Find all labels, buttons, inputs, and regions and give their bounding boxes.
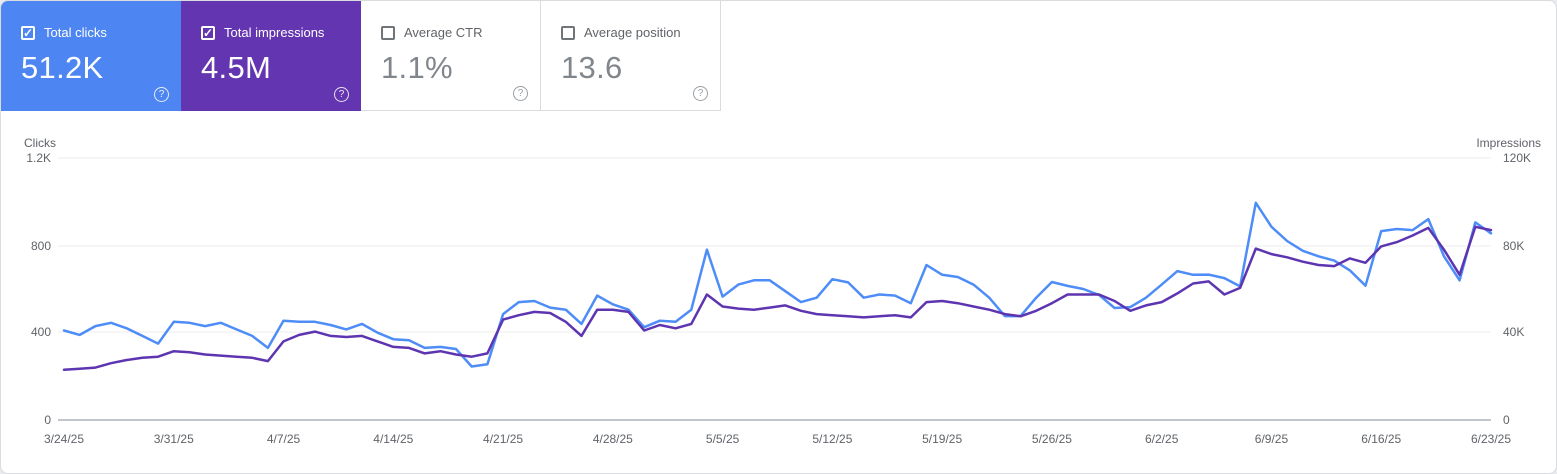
- help-icon[interactable]: ?: [154, 87, 169, 102]
- metric-label: Average position: [584, 25, 681, 40]
- help-icon[interactable]: ?: [693, 86, 708, 101]
- metric-value: 4.5M: [201, 50, 272, 85]
- impressions-line[interactable]: [62, 225, 1493, 372]
- metric-label: Total impressions: [224, 25, 325, 40]
- metric-card-total-clicks[interactable]: ✓ Total clicks 51.2K ?: [1, 1, 181, 111]
- clicks-line[interactable]: [62, 201, 1493, 368]
- help-icon[interactable]: ?: [513, 86, 528, 101]
- metrics-cards: ✓ Total clicks 51.2K ? ✓ Total impressio…: [1, 1, 721, 111]
- total-impressions-checkbox-icon[interactable]: ✓: [201, 25, 215, 40]
- total-clicks-checkbox-icon[interactable]: ✓: [21, 25, 35, 40]
- metric-card-total-impressions[interactable]: ✓ Total impressions 4.5M ?: [181, 1, 361, 111]
- help-icon[interactable]: ?: [334, 87, 349, 102]
- average-position-checkbox-icon[interactable]: [561, 25, 575, 40]
- metric-label: Total clicks: [44, 25, 107, 40]
- metric-value: 51.2K: [21, 50, 104, 85]
- average-ctr-checkbox-icon[interactable]: [381, 25, 395, 40]
- metric-value: 1.1%: [381, 50, 453, 85]
- metric-value: 13.6: [561, 50, 623, 85]
- metric-card-average-position[interactable]: Average position 13.6 ?: [541, 1, 721, 111]
- metric-label: Average CTR: [404, 25, 483, 40]
- metric-card-average-ctr[interactable]: Average CTR 1.1% ?: [361, 1, 541, 111]
